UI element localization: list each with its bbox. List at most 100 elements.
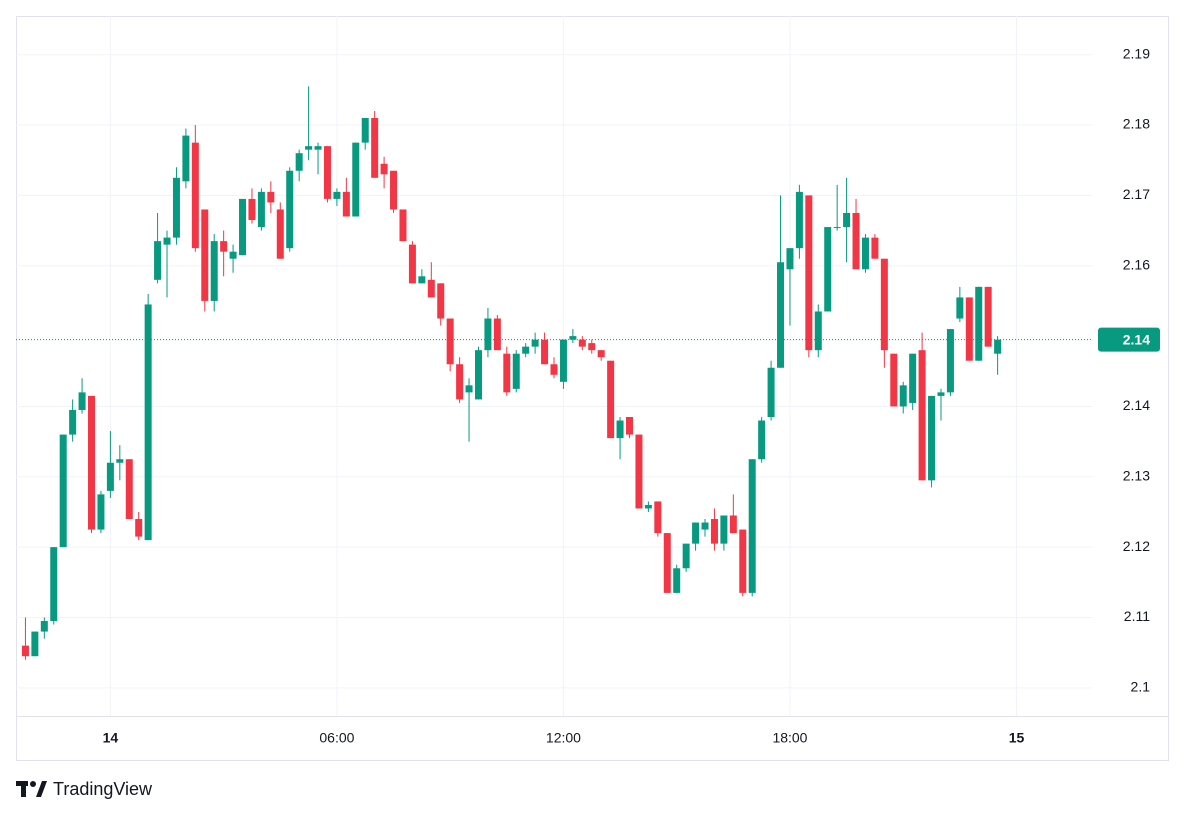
candle-body bbox=[852, 212, 860, 270]
candle-body bbox=[116, 459, 124, 463]
candle-body bbox=[946, 329, 954, 393]
candle-body bbox=[597, 350, 605, 358]
candle-body bbox=[390, 170, 398, 210]
candle-body bbox=[40, 621, 48, 632]
candle-body bbox=[880, 258, 888, 351]
candle-body bbox=[767, 367, 775, 418]
candle-body bbox=[314, 146, 322, 150]
last-price-label: 2.14 bbox=[1123, 331, 1150, 347]
y-tick-label: 2.19 bbox=[1123, 45, 1150, 61]
candle-body bbox=[569, 336, 577, 340]
y-tick-label: 2.14 bbox=[1123, 397, 1150, 413]
candle-body bbox=[484, 318, 492, 351]
candle-body bbox=[635, 434, 643, 509]
candle-body bbox=[692, 522, 700, 544]
candle-body bbox=[305, 146, 313, 150]
y-tick-label: 2.12 bbox=[1123, 538, 1150, 554]
candle-body bbox=[361, 118, 369, 143]
candle-body bbox=[97, 494, 105, 530]
candle-body bbox=[720, 515, 728, 544]
candle-body bbox=[512, 353, 520, 389]
candle-body bbox=[437, 283, 445, 319]
candle-body bbox=[682, 543, 690, 569]
candle-body bbox=[550, 364, 558, 375]
candle-body bbox=[833, 227, 841, 229]
candle-body bbox=[220, 241, 228, 252]
candle-body bbox=[135, 519, 143, 537]
candle-body bbox=[937, 392, 945, 396]
candle-body bbox=[371, 118, 379, 178]
candle-body bbox=[163, 237, 171, 245]
candle-body bbox=[673, 568, 681, 593]
candle-body bbox=[239, 198, 247, 256]
candle-body bbox=[701, 522, 709, 530]
y-tick-label: 2.1 bbox=[1131, 679, 1151, 695]
candle-body bbox=[729, 515, 737, 534]
candle-body bbox=[739, 529, 747, 593]
candle-body bbox=[276, 209, 284, 259]
candle-body bbox=[267, 191, 275, 203]
candle-body bbox=[644, 504, 652, 509]
candle-body bbox=[456, 364, 464, 400]
candle-body bbox=[21, 645, 29, 657]
candle-body bbox=[588, 343, 596, 351]
candle-body bbox=[210, 241, 218, 301]
candle-body bbox=[531, 339, 539, 347]
candle-body bbox=[541, 339, 549, 365]
candle-body bbox=[814, 311, 822, 351]
x-tick-label: 15 bbox=[1009, 730, 1025, 746]
candle-body bbox=[578, 339, 586, 347]
candle-body bbox=[474, 350, 482, 400]
candle-body bbox=[323, 146, 331, 199]
candle-body bbox=[607, 360, 615, 439]
candle-body bbox=[654, 501, 662, 534]
x-tick-label: 14 bbox=[103, 730, 119, 746]
last-price-box bbox=[1098, 327, 1160, 352]
candle-body bbox=[399, 209, 407, 242]
candle-body bbox=[918, 350, 926, 481]
y-tick-label: 2.16 bbox=[1123, 256, 1150, 272]
candle-body bbox=[78, 392, 86, 410]
candle-body bbox=[928, 395, 936, 481]
candle-body bbox=[182, 135, 190, 182]
candle-body bbox=[69, 409, 77, 435]
candle-body bbox=[843, 212, 851, 228]
candle-body bbox=[427, 279, 435, 298]
candle-body bbox=[333, 191, 341, 199]
candle-body bbox=[380, 163, 388, 175]
candle-body bbox=[229, 251, 237, 259]
candle-body bbox=[31, 631, 39, 657]
candle-body bbox=[191, 142, 199, 249]
logo-icon bbox=[16, 781, 47, 797]
candle-body bbox=[144, 304, 152, 541]
y-tick-label: 2.13 bbox=[1123, 468, 1150, 484]
brand: TradingView bbox=[53, 779, 153, 799]
candle-body bbox=[172, 177, 180, 238]
candle-body bbox=[559, 339, 567, 382]
candle-body bbox=[777, 262, 785, 368]
x-tick-label: 18:00 bbox=[772, 730, 807, 746]
y-tick-label: 2.18 bbox=[1123, 116, 1150, 132]
candle-body bbox=[465, 385, 473, 393]
candle-body bbox=[890, 353, 898, 407]
candle-body bbox=[861, 237, 869, 270]
candle-body bbox=[795, 191, 803, 249]
candle-body bbox=[956, 297, 964, 319]
candle-body bbox=[106, 462, 114, 491]
candle-body bbox=[50, 547, 58, 622]
candle-body bbox=[248, 198, 256, 221]
chart-frame bbox=[16, 16, 1169, 761]
candle-body bbox=[748, 459, 756, 593]
candle-body bbox=[909, 353, 917, 403]
candle-body bbox=[154, 241, 162, 280]
candle-body bbox=[522, 346, 530, 354]
candle-body bbox=[871, 237, 879, 259]
candle-body bbox=[824, 227, 832, 312]
candle-body bbox=[257, 191, 265, 228]
candle-body bbox=[418, 276, 426, 284]
candle-body bbox=[663, 533, 671, 593]
candle-body bbox=[503, 353, 511, 393]
candle-body bbox=[286, 170, 294, 249]
